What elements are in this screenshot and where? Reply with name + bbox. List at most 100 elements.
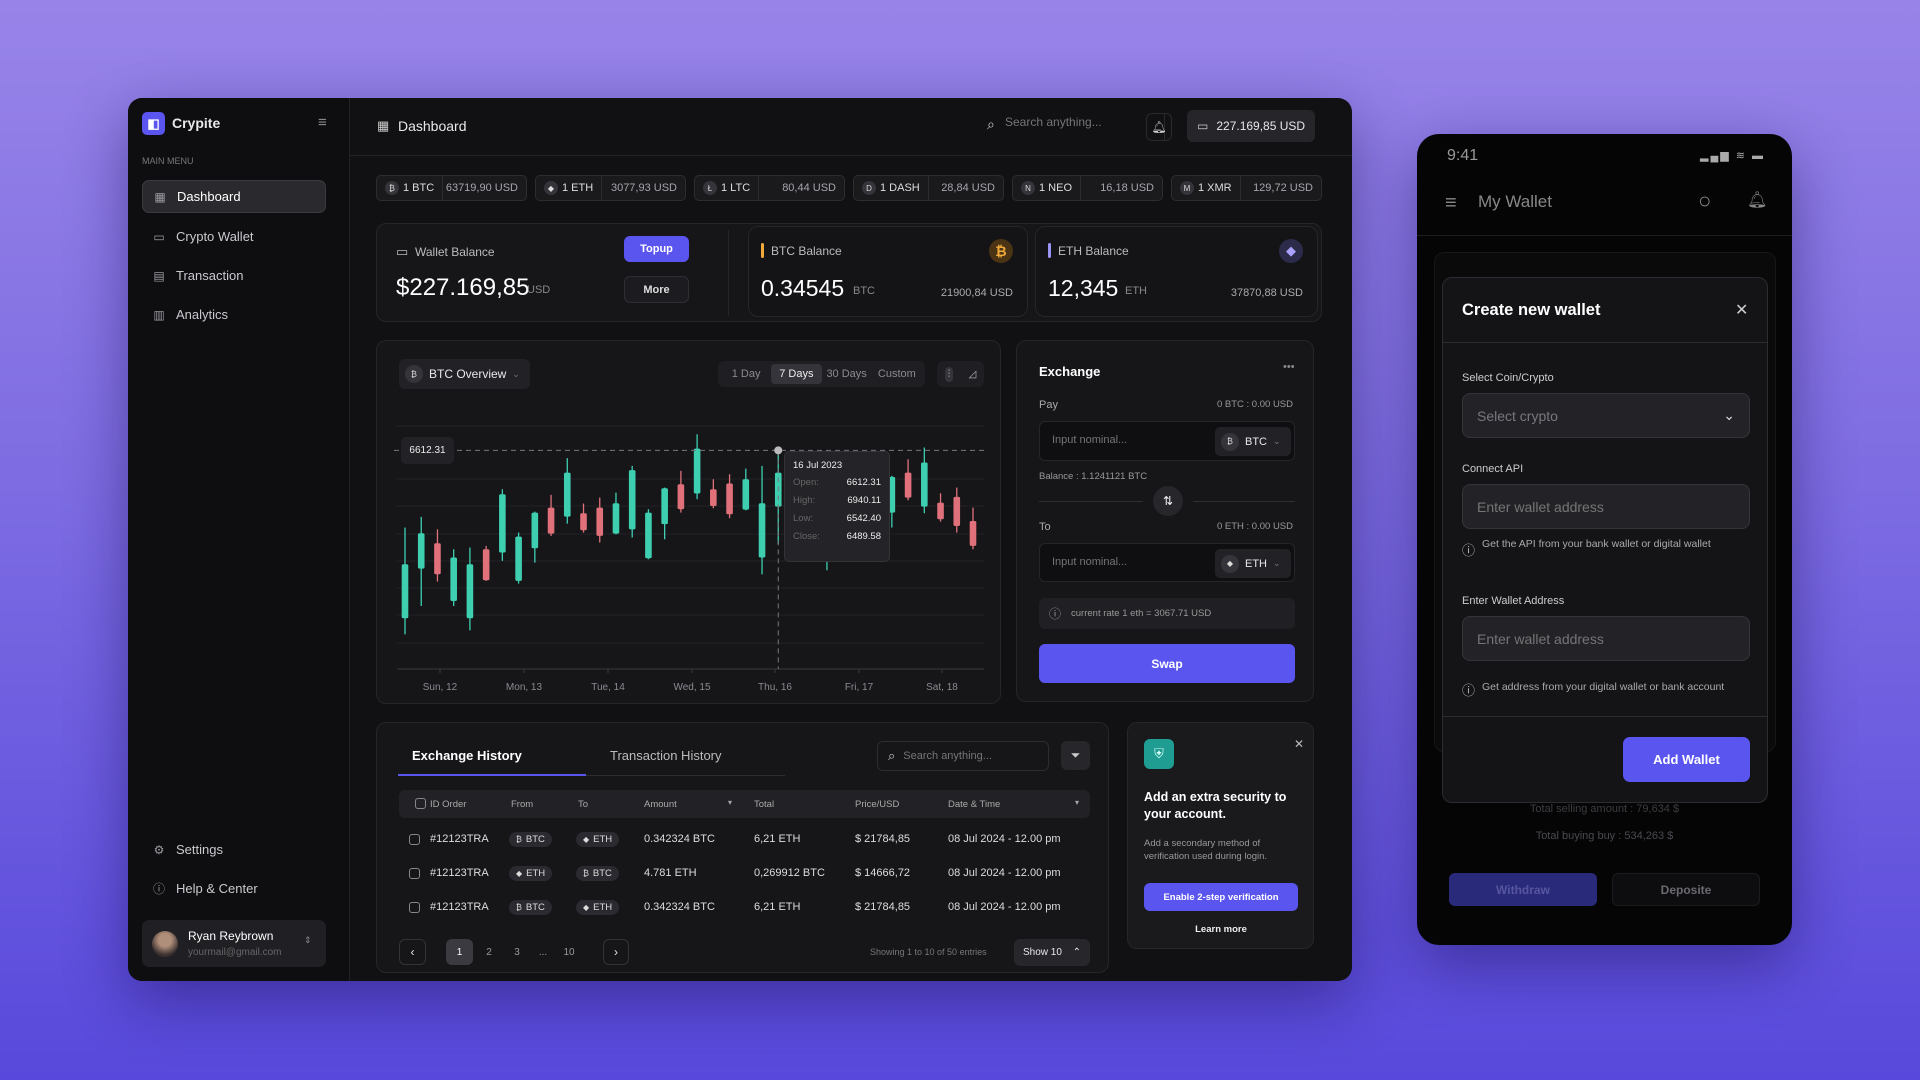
exchange-title: Exchange (1039, 364, 1101, 379)
search-icon: ⌕ (888, 748, 896, 763)
history-search-input[interactable] (903, 750, 1024, 762)
sort-caret-icon[interactable]: ▾ (728, 798, 733, 807)
row-checkbox[interactable] (409, 868, 420, 879)
coin-label: BTC (525, 834, 545, 845)
sidebar-item-dashboard[interactable]: ▦ Dashboard (142, 180, 326, 213)
candle-body (969, 520, 977, 546)
candle-body (742, 479, 750, 510)
prev-page-button[interactable]: ‹ (399, 939, 426, 965)
filter-button[interactable]: ⏷ (1061, 741, 1090, 770)
close-icon[interactable]: ✕ (1294, 737, 1305, 751)
table-row[interactable]: #12123TRA ₿ BTC ◆ ETH 0.342324 BTC 6,21 ETH $ 2… (377, 827, 1110, 853)
tab-transaction-history[interactable]: Transaction History (610, 748, 722, 763)
bitcoin-icon: ₿ (989, 239, 1013, 263)
more-options-icon[interactable]: ••• (1283, 361, 1295, 373)
add-wallet-button[interactable]: Add Wallet (1623, 737, 1750, 782)
next-page-button[interactable]: › (603, 939, 629, 965)
close-icon[interactable]: ✕ (1735, 302, 1749, 319)
page-10[interactable]: 10 (563, 946, 575, 958)
table-row[interactable]: #12123TRA ₿ BTC ◆ ETH 0.342324 BTC 6,21 ETH $ 2… (377, 895, 1110, 921)
pay-coin-select[interactable]: ₿ BTC ⌄ (1215, 427, 1291, 456)
sidebar-item-transaction[interactable]: ▤ Transaction (142, 259, 326, 292)
page-size-select[interactable]: Show 10 ⌃ (1014, 939, 1090, 966)
collapse-menu-icon[interactable]: ≡ (318, 114, 327, 131)
notification-bell-button[interactable]: 🔔︎ (1146, 113, 1172, 141)
wallet-balance-unit: USD (527, 284, 551, 296)
topup-button[interactable]: Topup (624, 236, 689, 262)
area-chart-icon[interactable]: ◿ (968, 368, 977, 380)
withdraw-button[interactable]: Withdraw (1449, 873, 1597, 906)
candle-tooltip: 16 Jul 2023 Open: 6612.31 High: 6940.11 Low:… (784, 451, 890, 562)
candlestick-icon[interactable]: ⫶ (944, 366, 954, 382)
sort-caret-icon[interactable]: ▾ (1075, 798, 1080, 807)
connect-api-input[interactable] (1462, 484, 1750, 529)
modal-title: Create new wallet (1462, 301, 1601, 319)
sidebar-item-crypto-wallet[interactable]: ▭ Crypto Wallet (142, 220, 326, 253)
range-tab-1-day[interactable]: 1 Day (731, 368, 761, 380)
column-header[interactable]: Total (754, 799, 775, 810)
column-header[interactable]: To (578, 799, 589, 810)
column-header[interactable]: Date & Time (948, 799, 1001, 810)
ticker-symbol-label: 1 LTC (721, 182, 751, 194)
page-1[interactable]: 1 (446, 939, 473, 965)
total-buying: Total buying buy : 534,263 $ (1535, 830, 1674, 842)
create-wallet-modal: Create new wallet ✕ Select Coin/Crypto S… (1442, 277, 1768, 803)
swap-button[interactable]: Swap (1039, 644, 1295, 683)
ticker-ltc[interactable]: Ł 1 LTC 80,44 USD (694, 175, 845, 201)
user-name: Ryan Reybrown (188, 929, 274, 943)
to-coin-select[interactable]: ◆ ETH ⌄ (1215, 549, 1291, 578)
range-tab-30-days[interactable]: 30 Days (826, 368, 867, 380)
pay-amount-input[interactable] (1052, 434, 1202, 446)
column-header[interactable]: Amount (644, 799, 677, 810)
row-checkbox[interactable] (409, 902, 420, 913)
hamburger-menu-icon[interactable]: ≡ (1445, 192, 1457, 214)
swap-direction-button[interactable]: ⇅ (1153, 486, 1183, 516)
column-header[interactable]: From (511, 799, 534, 810)
coin-pill: ₿ BTC (509, 900, 552, 915)
sidebar-item-settings[interactable]: ⚙ Settings (142, 833, 326, 866)
range-tab-custom[interactable]: Custom (877, 368, 916, 380)
coin-select[interactable]: Select crypto ⌄ (1462, 393, 1750, 438)
search-icon[interactable]: ○ (1698, 188, 1712, 213)
range-tab-7-days[interactable]: 7 Days (771, 364, 822, 384)
balance-chip[interactable]: ▭ 227.169,85 USD (1187, 110, 1315, 142)
deposit-button[interactable]: Deposite (1612, 873, 1760, 906)
ticker-eth[interactable]: ◆ 1 ETH 3077,93 USD (535, 175, 686, 201)
wallet-icon: ▭ (153, 229, 165, 244)
bell-icon[interactable]: 🔔︎ (1747, 192, 1768, 209)
chevron-up-icon: ⌃ (1072, 947, 1081, 958)
bitcoin-icon: ₿ (516, 835, 522, 844)
table-row[interactable]: #12123TRA ◆ ETH ₿ BTC 4.781 ETH 0,269912 BTC $ … (377, 861, 1110, 887)
page-3[interactable]: 3 (514, 946, 520, 958)
ticker-btc[interactable]: ₿ 1 BTC 63719,90 USD (376, 175, 527, 201)
to-amount-input[interactable] (1052, 556, 1202, 568)
candle-body (434, 543, 441, 575)
ticker-xmr[interactable]: M 1 XMR 129,72 USD (1171, 175, 1322, 201)
header-search-input[interactable] (1005, 115, 1145, 129)
page-2[interactable]: 2 (486, 946, 492, 958)
learn-more-link[interactable]: Learn more (1195, 923, 1247, 935)
tab-exchange-history[interactable]: Exchange History (412, 748, 522, 763)
info-icon: ⓘ (1462, 683, 1476, 698)
row-checkbox[interactable] (409, 834, 420, 845)
candle-body (417, 533, 425, 569)
chevron-down-icon: ⌄ (1273, 436, 1281, 446)
rate-info: ⓘ current rate 1 eth = 3067.71 USD (1039, 598, 1295, 629)
candle-body (693, 448, 701, 494)
x-tick-label: Fri, 17 (845, 682, 874, 693)
wallet-address-input[interactable] (1462, 616, 1750, 661)
coin-selector[interactable]: ₿ BTC Overview ⌄ (399, 359, 530, 389)
sidebar-item-analytics[interactable]: ▥ Analytics (142, 298, 326, 331)
candle-body (612, 503, 620, 534)
pay-coin-label: BTC (1245, 435, 1267, 448)
user-card[interactable]: Ryan Reybrown yourmail@gmail.com ⇕ (142, 920, 326, 967)
column-header[interactable]: Price/USD (855, 799, 900, 810)
sidebar-item-help[interactable]: ⓘ Help & Center (142, 872, 326, 905)
select-all-checkbox[interactable] (415, 798, 426, 809)
enable-2fa-button[interactable]: Enable 2-step verification (1144, 883, 1298, 911)
more-button[interactable]: More (624, 276, 689, 303)
column-header[interactable]: ID Order (430, 799, 467, 810)
coin-pill: ◆ ETH (509, 866, 553, 881)
ticker-dash[interactable]: D 1 DASH 28,84 USD (853, 175, 1004, 201)
ticker-neo[interactable]: N 1 NEO 16,18 USD (1012, 175, 1163, 201)
